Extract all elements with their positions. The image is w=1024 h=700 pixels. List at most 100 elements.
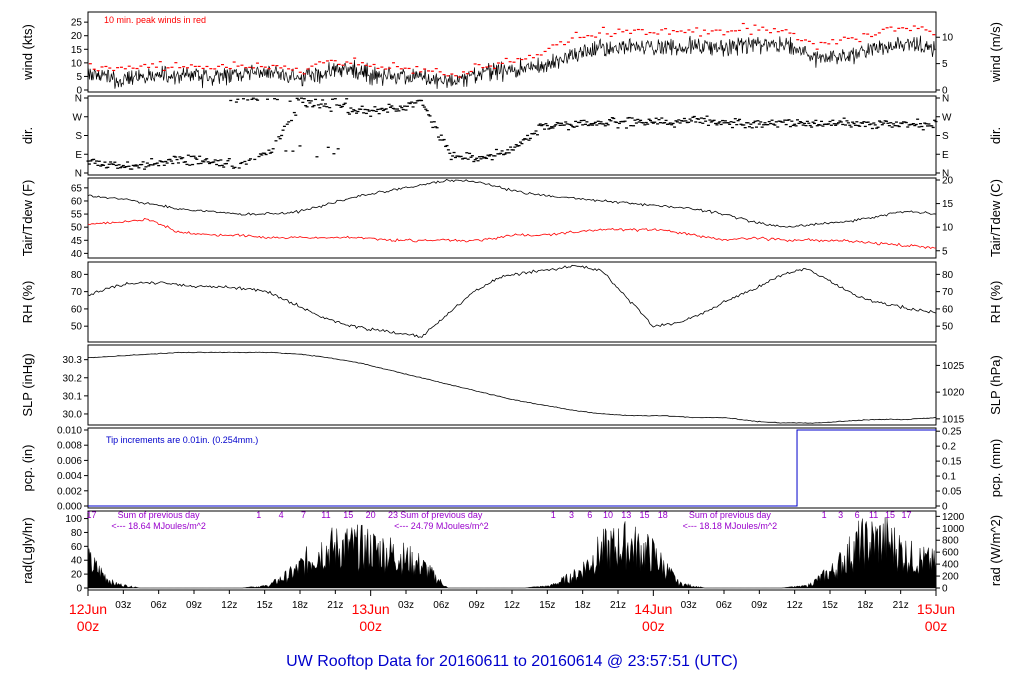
daily-sum-heading: Sum of previous day bbox=[689, 510, 772, 520]
radiation-hour-mark: 11 bbox=[869, 510, 878, 520]
radiation-hour-mark: 1 bbox=[822, 510, 827, 520]
y-right-tick-label: 0.05 bbox=[942, 487, 962, 498]
y-right-tick-label: 80 bbox=[942, 270, 954, 281]
y-right-tick-label: 70 bbox=[942, 287, 954, 298]
y-tick-label: 20 bbox=[71, 570, 83, 581]
panel-frame bbox=[87, 344, 937, 426]
radiation-hour-mark: 1 bbox=[256, 510, 261, 520]
y-tick-label: 45 bbox=[71, 236, 83, 247]
y-right-tick-label: 1020 bbox=[942, 388, 965, 399]
y-tick-label: 60 bbox=[71, 304, 83, 315]
y-tick-label: 0.008 bbox=[57, 441, 82, 452]
x-day-hour-label: 00z bbox=[77, 618, 100, 634]
radiation-hour-mark: 11 bbox=[321, 510, 330, 520]
x-hour-tick-label: 21z bbox=[893, 600, 909, 611]
y-tick-label: N bbox=[75, 169, 82, 180]
y-tick-label: 40 bbox=[71, 249, 83, 260]
y-tick-label: 100 bbox=[65, 514, 82, 525]
x-day-hour-label: 00z bbox=[642, 618, 665, 634]
peak-wind-note: 10 min. peak winds in red bbox=[104, 15, 206, 25]
x-hour-tick-label: 12z bbox=[504, 600, 520, 611]
air-temperature-line bbox=[87, 179, 937, 228]
panel-2: 40 45 50 55 60 65 5 10 15 20 Tair/Tdew (F) Tair/Tde… bbox=[20, 176, 1003, 260]
y-tick-label: 65 bbox=[71, 183, 83, 194]
y-right-tick-label: 15 bbox=[942, 199, 954, 210]
daily-sum-value: <--- 18.18 MJoules/m^2 bbox=[683, 521, 778, 531]
y-right-tick-label: 0 bbox=[942, 502, 948, 513]
x-hour-tick-label: 15z bbox=[822, 600, 838, 611]
y-tick-label: 0 bbox=[76, 86, 82, 97]
x-hour-tick-label: 21z bbox=[610, 600, 626, 611]
y-right-tick-label: 0.1 bbox=[942, 472, 956, 483]
x-day-label: 12Jun bbox=[69, 601, 107, 617]
radiation-hour-mark: 7 bbox=[301, 510, 306, 520]
x-hour-tick-label: 06z bbox=[151, 600, 167, 611]
panel-frame bbox=[87, 510, 937, 591]
y-right-tick-label: N bbox=[942, 169, 949, 180]
y-right-tick-label: 800 bbox=[942, 536, 959, 547]
chart-title: UW Rooftop Data for 20160611 to 20160614… bbox=[286, 653, 738, 670]
y-tick-label: 40 bbox=[71, 556, 83, 567]
y-axis-right-label: RH (%) bbox=[988, 281, 1003, 324]
y-tick-label: 25 bbox=[71, 18, 83, 29]
y-right-tick-label: 1015 bbox=[942, 414, 965, 425]
radiation-hour-mark: 13 bbox=[621, 510, 631, 520]
radiation-hour-mark: 15 bbox=[639, 510, 649, 520]
y-tick-label: 80 bbox=[71, 528, 83, 539]
x-axis: 03z 06z 09z 12z 15z 18z 21z 03z 06z 09z 12z 15z 18z 2… bbox=[69, 590, 955, 634]
x-day-label: 13Jun bbox=[352, 601, 390, 617]
y-axis-right-label: dir. bbox=[988, 127, 1003, 144]
y-axis-right-label: rad (W/m^2) bbox=[988, 515, 1003, 586]
y-right-tick-label: 10 bbox=[942, 33, 954, 44]
y-tick-label: 0.000 bbox=[57, 502, 82, 513]
y-tick-label: 0 bbox=[76, 584, 82, 595]
x-hour-tick-label: 03z bbox=[115, 600, 131, 611]
y-right-tick-label: 60 bbox=[942, 304, 954, 315]
peak-wind-marks bbox=[88, 22, 936, 78]
y-tick-label: 0.002 bbox=[57, 486, 82, 497]
y-right-tick-label: 5 bbox=[942, 59, 948, 70]
y-axis-right-label: Tair/Tdew (C) bbox=[988, 179, 1003, 257]
y-right-tick-label: 0 bbox=[942, 584, 948, 595]
y-axis-right-label: pcp. (mm) bbox=[988, 439, 1003, 498]
radiation-hour-mark: 10 bbox=[603, 510, 613, 520]
y-right-tick-label: 0 bbox=[942, 86, 948, 97]
y-right-tick-label: 0.25 bbox=[942, 427, 962, 438]
y-right-tick-label: 20 bbox=[942, 176, 954, 187]
wind-speed-line bbox=[87, 35, 936, 89]
precipitation-line bbox=[88, 429, 936, 507]
radiation-hour-mark: 4 bbox=[279, 510, 284, 520]
x-hour-tick-label: 09z bbox=[186, 600, 202, 611]
y-right-tick-label: 0.15 bbox=[942, 457, 962, 468]
y-right-tick-label: 50 bbox=[942, 322, 954, 333]
y-tick-label: 80 bbox=[71, 270, 83, 281]
x-hour-tick-label: 06z bbox=[433, 600, 449, 611]
panel-frame bbox=[87, 177, 937, 259]
radiation-hour-mark: 3 bbox=[838, 510, 843, 520]
y-tick-label: E bbox=[75, 150, 82, 161]
panel-frame bbox=[87, 95, 937, 176]
x-hour-tick-label: 09z bbox=[469, 600, 485, 611]
y-right-tick-label: 200 bbox=[942, 572, 959, 583]
x-hour-tick-label: 12z bbox=[787, 600, 803, 611]
y-tick-label: 0.004 bbox=[57, 471, 82, 482]
y-right-tick-label: N bbox=[942, 94, 949, 105]
panel-6: 020406080100020040060080010001200rad(Lgl… bbox=[20, 510, 1003, 595]
radiation-hour-mark: 23 bbox=[388, 510, 398, 520]
x-day-label: 15Jun bbox=[917, 601, 955, 617]
x-day-hour-label: 00z bbox=[925, 618, 948, 634]
y-tick-label: 30.0 bbox=[63, 409, 83, 420]
x-hour-tick-label: 03z bbox=[398, 600, 414, 611]
panel-frame bbox=[87, 427, 937, 509]
y-tick-label: 50 bbox=[71, 223, 83, 234]
y-tick-label: 30.1 bbox=[63, 391, 83, 402]
y-right-tick-label: W bbox=[942, 112, 952, 123]
y-axis-label: pcp. (in) bbox=[20, 445, 35, 492]
x-hour-tick-label: 18z bbox=[857, 600, 873, 611]
daily-sum-value: <--- 24.79 MJoules/m^2 bbox=[394, 521, 489, 531]
radiation-hour-mark: 17 bbox=[902, 510, 912, 520]
relative-humidity-line bbox=[87, 264, 937, 338]
y-right-tick-label: 400 bbox=[942, 560, 959, 571]
y-axis-label: rad(Lgly/hr) bbox=[20, 517, 35, 583]
